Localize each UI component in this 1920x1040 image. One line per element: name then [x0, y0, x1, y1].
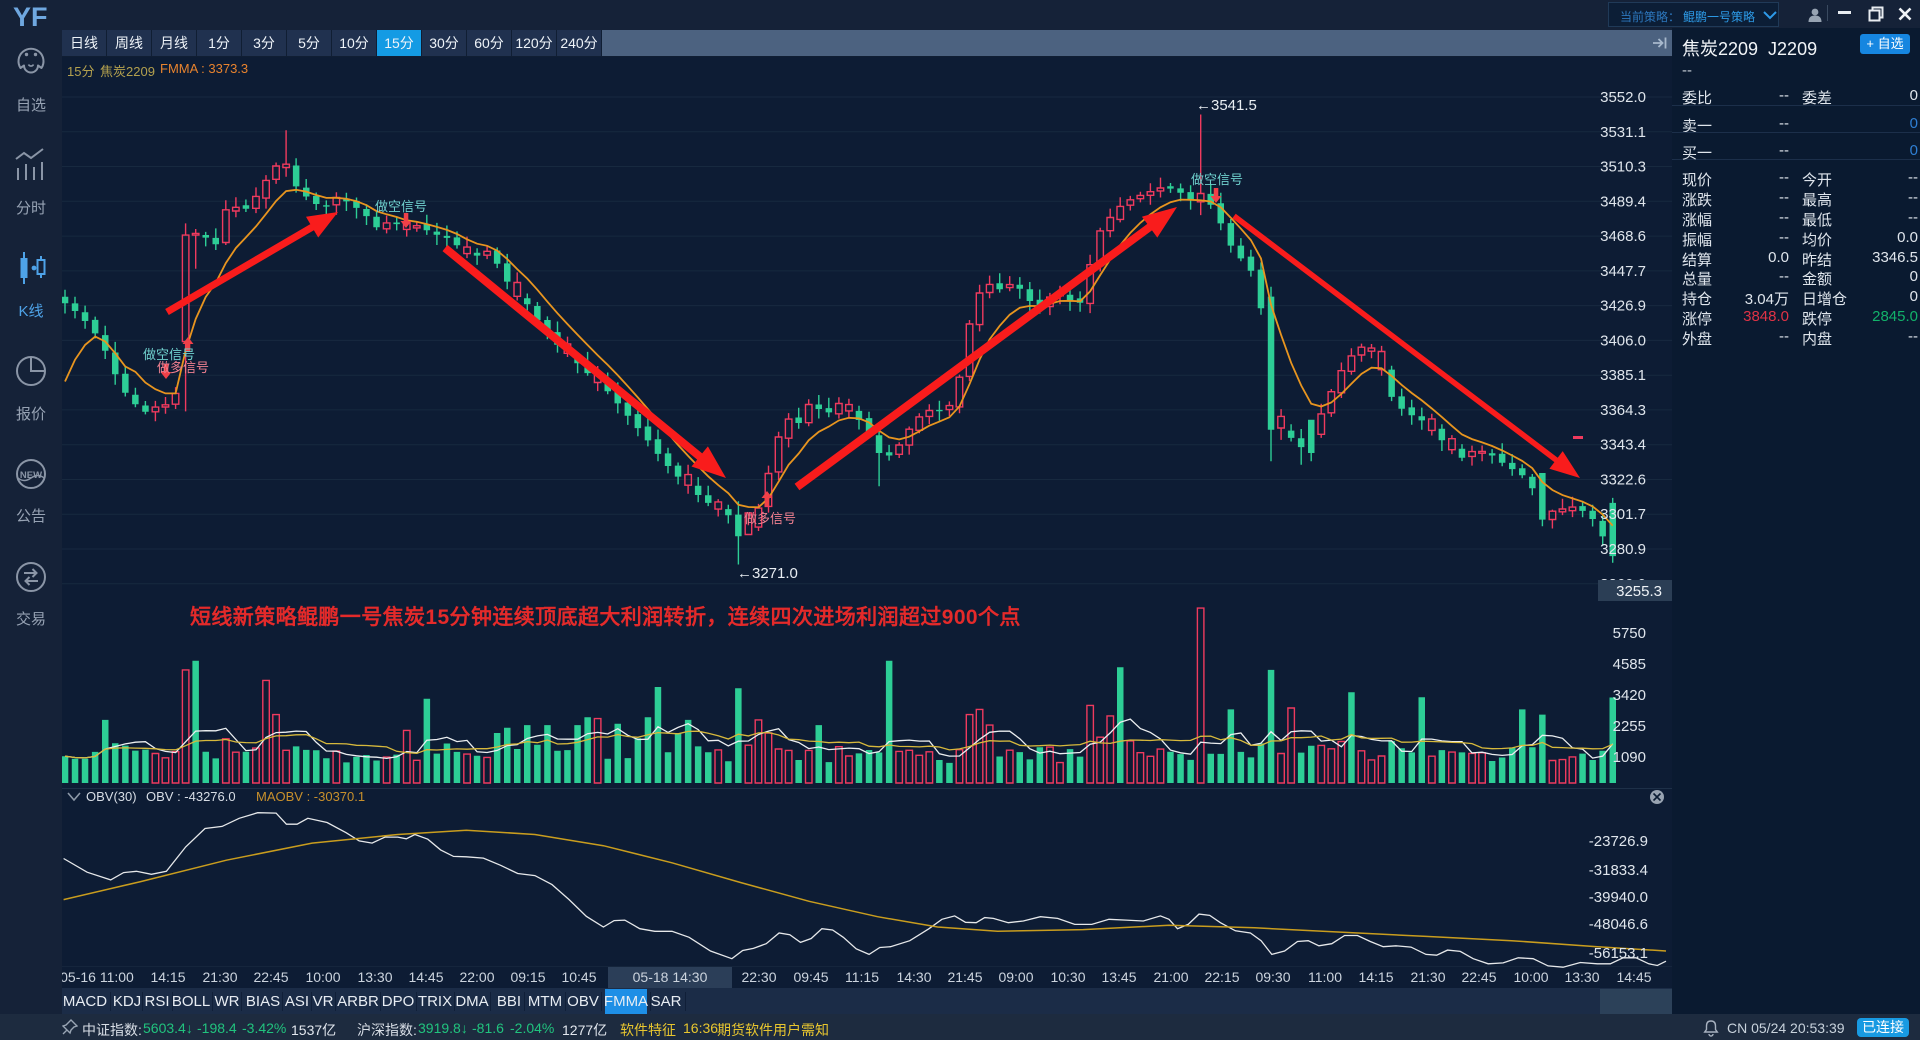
svg-text:短线新策略鲲鹏一号焦炭15分钟连续顶底超大利润转折，连续四次: 短线新策略鲲鹏一号焦炭15分钟连续顶底超大利润转折，连续四次进场利润超过900个… [190, 605, 1021, 629]
svg-text:做空信号: 做空信号 [1191, 172, 1243, 187]
svg-text:做空信号: 做空信号 [375, 199, 427, 214]
svg-text:13:30: 13:30 [1564, 969, 1599, 985]
svg-text:OBV : -43276.0: OBV : -43276.0 [146, 789, 236, 804]
svg-text:做多信号: 做多信号 [157, 360, 209, 375]
svg-text:3489.4: 3489.4 [1600, 193, 1646, 210]
svg-text:3322.6: 3322.6 [1600, 472, 1646, 489]
svg-text:-39940.0: -39940.0 [1589, 889, 1648, 906]
svg-text:3552.0: 3552.0 [1600, 89, 1646, 106]
svg-text:1090: 1090 [1613, 749, 1646, 766]
svg-text:-48046.6: -48046.6 [1589, 916, 1648, 933]
svg-text:22:00: 22:00 [459, 969, 494, 985]
svg-text:分时: 分时 [16, 200, 46, 217]
svg-text:←3271.0: ←3271.0 [737, 565, 798, 582]
svg-text:3510.3: 3510.3 [1600, 159, 1646, 176]
svg-text:22:30: 22:30 [741, 969, 776, 985]
svg-text:05-18 14:30: 05-18 14:30 [633, 969, 708, 985]
svg-text:NEW: NEW [20, 470, 42, 481]
svg-text:21:45: 21:45 [947, 969, 982, 985]
svg-text:21:30: 21:30 [1410, 969, 1445, 985]
svg-text:3280.9: 3280.9 [1600, 541, 1646, 558]
svg-text:3468.6: 3468.6 [1600, 228, 1646, 245]
svg-text:09:45: 09:45 [793, 969, 828, 985]
svg-text:10:00: 10:00 [305, 969, 340, 985]
svg-text:14:45: 14:45 [408, 969, 443, 985]
svg-text:21:30: 21:30 [202, 969, 237, 985]
svg-text:10:30: 10:30 [1050, 969, 1085, 985]
svg-text:-31833.4: -31833.4 [1589, 862, 1648, 879]
svg-text:05-16 11:00: 05-16 11:00 [62, 969, 134, 985]
svg-text:09:15: 09:15 [510, 969, 545, 985]
svg-text:09:30: 09:30 [1255, 969, 1290, 985]
svg-text:13:30: 13:30 [357, 969, 392, 985]
svg-text:3301.7: 3301.7 [1600, 506, 1646, 523]
svg-text:-23726.9: -23726.9 [1589, 833, 1648, 850]
svg-text:3385.1: 3385.1 [1600, 367, 1646, 384]
svg-text:自选: 自选 [16, 97, 46, 114]
svg-text:做空信号: 做空信号 [143, 347, 195, 362]
svg-text:3255.3: 3255.3 [1616, 583, 1662, 600]
svg-text:21:00: 21:00 [1153, 969, 1188, 985]
svg-text:MAOBV : -30370.1: MAOBV : -30370.1 [256, 789, 365, 804]
svg-text:14:30: 14:30 [896, 969, 931, 985]
svg-text:4585: 4585 [1613, 656, 1646, 673]
svg-text:报价: 报价 [16, 406, 46, 423]
svg-text:11:15: 11:15 [845, 969, 879, 985]
svg-text:10:00: 10:00 [1513, 969, 1548, 985]
svg-text:公告: 公告 [16, 508, 46, 525]
svg-text:2255: 2255 [1613, 718, 1646, 735]
svg-text:3426.9: 3426.9 [1600, 298, 1646, 315]
svg-text:14:15: 14:15 [150, 969, 185, 985]
svg-text:3420: 3420 [1613, 687, 1646, 704]
svg-text:做多信号: 做多信号 [744, 511, 796, 526]
svg-text:3343.4: 3343.4 [1600, 437, 1646, 454]
svg-text:-56153.1: -56153.1 [1589, 945, 1648, 962]
svg-text:22:45: 22:45 [1461, 969, 1496, 985]
svg-text:11:00: 11:00 [1308, 969, 1342, 985]
svg-text:5750: 5750 [1613, 625, 1646, 642]
svg-text:3364.3: 3364.3 [1600, 402, 1646, 419]
svg-text:22:45: 22:45 [253, 969, 288, 985]
svg-text:3406.0: 3406.0 [1600, 332, 1646, 349]
svg-text:YF: YF [13, 2, 48, 32]
svg-text:交易: 交易 [16, 610, 46, 628]
svg-text:10:45: 10:45 [561, 969, 596, 985]
svg-text:22:15: 22:15 [1204, 969, 1239, 985]
svg-text:13:45: 13:45 [1101, 969, 1136, 985]
svg-text:3531.1: 3531.1 [1600, 124, 1646, 141]
svg-text:K线: K线 [18, 303, 43, 320]
svg-text:09:00: 09:00 [998, 969, 1033, 985]
svg-text:OBV(30): OBV(30) [86, 789, 137, 804]
svg-text:←3541.5: ←3541.5 [1196, 97, 1257, 114]
svg-text:3447.7: 3447.7 [1600, 263, 1646, 280]
svg-text:14:45: 14:45 [1616, 969, 1651, 985]
svg-text:14:15: 14:15 [1358, 969, 1393, 985]
